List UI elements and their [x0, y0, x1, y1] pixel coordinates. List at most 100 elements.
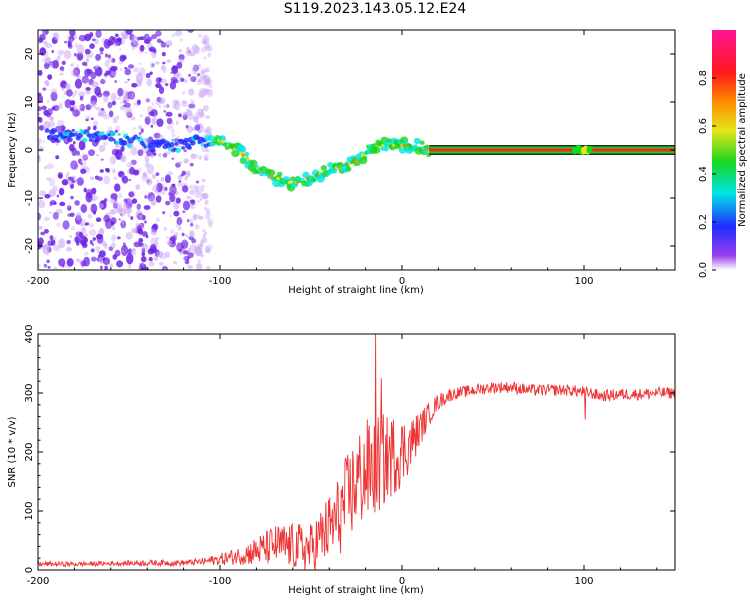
chart-title: S119.2023.143.05.12.E24: [283, 1, 467, 17]
noise-blob: [105, 169, 110, 173]
noise-blob: [170, 121, 174, 125]
noise-blob: [165, 200, 171, 206]
noise-blob: [43, 216, 50, 222]
noise-blob: [131, 227, 138, 234]
noise-blob: [178, 249, 182, 252]
noise-blob: [112, 202, 118, 209]
noise-blob: [133, 67, 139, 73]
noise-blob: [44, 80, 50, 87]
noise-blob: [184, 79, 188, 84]
noise-blob: [207, 219, 214, 225]
noise-blob: [87, 213, 93, 219]
noise-blob: [173, 100, 181, 111]
noise-blob: [181, 232, 185, 237]
noise-blob: [38, 200, 46, 209]
noise-blob: [90, 100, 96, 109]
noise-blob: [176, 61, 183, 69]
noise-blob: [74, 236, 80, 243]
noise-blob: [48, 120, 55, 128]
noise-blob: [58, 102, 63, 109]
ridge-blob: [171, 138, 176, 142]
noise-blob: [173, 79, 179, 84]
noise-blob: [93, 65, 99, 70]
noise-blob: [58, 258, 66, 267]
ridge-blob: [108, 136, 114, 142]
noise-blob: [69, 235, 73, 238]
noise-blob: [70, 69, 79, 77]
noise-blob: [173, 210, 180, 217]
noise-blob: [125, 30, 133, 35]
noise-blob: [187, 113, 194, 121]
noise-blob: [182, 255, 188, 262]
noise-blob: [88, 222, 94, 228]
noise-blob: [81, 61, 88, 66]
y-tick-label: 0: [24, 147, 35, 153]
noise-blob: [144, 220, 147, 224]
noise-blob: [193, 45, 201, 55]
noise-blob: [148, 111, 155, 116]
noise-blob: [163, 69, 167, 74]
noise-blob: [93, 120, 99, 127]
noise-blob: [148, 256, 153, 262]
noise-blob: [80, 162, 83, 165]
ridge-blob: [413, 144, 418, 149]
noise-blob: [116, 37, 122, 42]
noise-blob: [103, 175, 111, 185]
noise-blob: [114, 249, 121, 257]
noise-blob: [38, 106, 42, 112]
noise-blob: [131, 46, 136, 50]
ridge-blob: [72, 132, 78, 137]
noise-blob: [197, 129, 201, 134]
noise-blob: [205, 115, 211, 120]
noise-blob: [91, 38, 96, 42]
noise-blob: [131, 34, 138, 45]
noise-blob: [166, 239, 173, 246]
noise-blob: [183, 149, 188, 153]
noise-blob: [188, 109, 193, 116]
noise-blob: [107, 101, 113, 109]
noise-blob: [208, 222, 213, 228]
x-tick-label: 0: [399, 276, 405, 287]
noise-blob: [185, 124, 189, 129]
noise-blob: [186, 218, 190, 223]
noise-blob: [38, 117, 43, 123]
noise-blob: [185, 170, 191, 178]
noise-blob: [162, 61, 166, 65]
noise-blob: [83, 187, 87, 193]
noise-blob: [76, 150, 81, 156]
noise-blob: [190, 153, 195, 159]
noise-blob: [124, 208, 132, 214]
noise-blob: [204, 89, 209, 93]
noise-blob: [137, 149, 144, 157]
noise-blob: [59, 126, 62, 131]
noise-blob: [42, 30, 49, 35]
ridge-blob: [143, 145, 148, 149]
noise-blob: [49, 200, 57, 205]
noise-blob: [166, 124, 174, 130]
noise-blob: [74, 78, 83, 89]
noise-blob: [195, 120, 199, 124]
noise-blob: [187, 247, 191, 252]
noise-blob: [90, 71, 97, 80]
noise-blob: [85, 87, 91, 91]
noise-blob: [201, 178, 206, 183]
noise-blob: [92, 125, 97, 131]
noise-blob: [196, 73, 201, 77]
noise-blob: [158, 106, 162, 109]
noise-blob: [38, 155, 41, 161]
noise-blob: [205, 208, 210, 214]
noise-blob: [144, 159, 150, 166]
noise-blob: [112, 160, 116, 164]
ridge-blob: [112, 138, 116, 142]
noise-blob: [55, 156, 59, 160]
noise-blob: [85, 115, 91, 121]
noise-blob: [163, 103, 170, 109]
noise-blob: [139, 36, 145, 41]
noise-blob: [98, 144, 106, 153]
noise-blob: [194, 214, 201, 220]
noise-blob: [88, 102, 94, 108]
noise-blob: [50, 88, 57, 94]
noise-blob: [171, 133, 176, 138]
noise-blob: [203, 56, 207, 60]
ridge-blob: [419, 140, 425, 145]
